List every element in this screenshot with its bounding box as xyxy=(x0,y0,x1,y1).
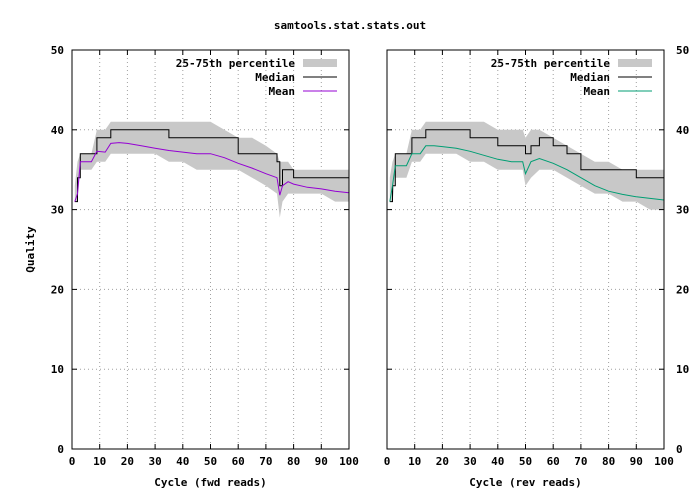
median-line xyxy=(389,129,664,203)
y-tick-label: 50 xyxy=(51,44,64,57)
x-tick-label: 60 xyxy=(232,455,245,468)
median-line xyxy=(74,129,349,203)
x-tick-label: 100 xyxy=(339,455,359,468)
legend-median-label: Median xyxy=(255,71,295,84)
y-tick-label: 30 xyxy=(676,204,689,217)
x-tick-label: 70 xyxy=(574,455,587,468)
percentile-band xyxy=(74,121,350,218)
x-tick-label: 50 xyxy=(204,455,217,468)
legend-band-swatch xyxy=(303,59,337,67)
panel-fwd-reads: 0 10 20 30 40 50 60 70 80 90 100 0 10 20 30 40 50 Cycle (… xyxy=(24,44,359,489)
x-tick-label: 90 xyxy=(630,455,643,468)
chart-title: samtools.stat.stats.out xyxy=(274,19,426,32)
x-axis-label: Cycle (fwd reads) xyxy=(154,476,267,489)
percentile-band xyxy=(389,121,664,210)
legend-mean-label: Mean xyxy=(269,85,296,98)
x-tick-label: 10 xyxy=(408,455,421,468)
x-tick-label: 60 xyxy=(547,455,560,468)
y-tick-label: 20 xyxy=(51,283,64,296)
x-axis-label: Cycle (rev reads) xyxy=(469,476,582,489)
y-tick-label: 10 xyxy=(676,363,689,376)
plot-frame xyxy=(386,49,665,450)
legend-band-label: 25-75th percentile xyxy=(491,57,611,70)
y-tick-label: 40 xyxy=(51,124,64,137)
y-tick-label: 0 xyxy=(676,443,683,456)
y-axis-label: Quality xyxy=(24,226,37,273)
plot-frame xyxy=(71,49,350,450)
x-tick-label: 40 xyxy=(491,455,504,468)
x-tick-label: 40 xyxy=(176,455,189,468)
x-tick-label: 100 xyxy=(654,455,674,468)
mean-line xyxy=(74,142,350,202)
x-tick-label: 30 xyxy=(148,455,161,468)
y-tick-label: 20 xyxy=(676,283,689,296)
x-tick-label: 20 xyxy=(436,455,449,468)
x-tick-label: 90 xyxy=(315,455,328,468)
y-tick-label: 40 xyxy=(676,124,689,137)
x-tick-label: 0 xyxy=(69,455,76,468)
legend-band-label: 25-75th percentile xyxy=(176,57,296,70)
x-tick-label: 80 xyxy=(287,455,300,468)
y-tick-label: 10 xyxy=(51,363,64,376)
legend-band-swatch xyxy=(618,59,652,67)
x-tick-label: 50 xyxy=(519,455,532,468)
x-tick-label: 0 xyxy=(384,455,391,468)
x-tick-label: 20 xyxy=(121,455,134,468)
y-tick-label: 0 xyxy=(57,443,64,456)
y-tick-label: 50 xyxy=(676,44,689,57)
x-tick-label: 70 xyxy=(259,455,272,468)
x-tick-label: 30 xyxy=(463,455,476,468)
legend-median-label: Median xyxy=(570,71,610,84)
x-tick-label: 10 xyxy=(93,455,106,468)
x-tick-label: 80 xyxy=(602,455,615,468)
mean-line xyxy=(389,145,665,202)
legend-mean-label: Mean xyxy=(584,85,611,98)
y-tick-label: 30 xyxy=(51,204,64,217)
